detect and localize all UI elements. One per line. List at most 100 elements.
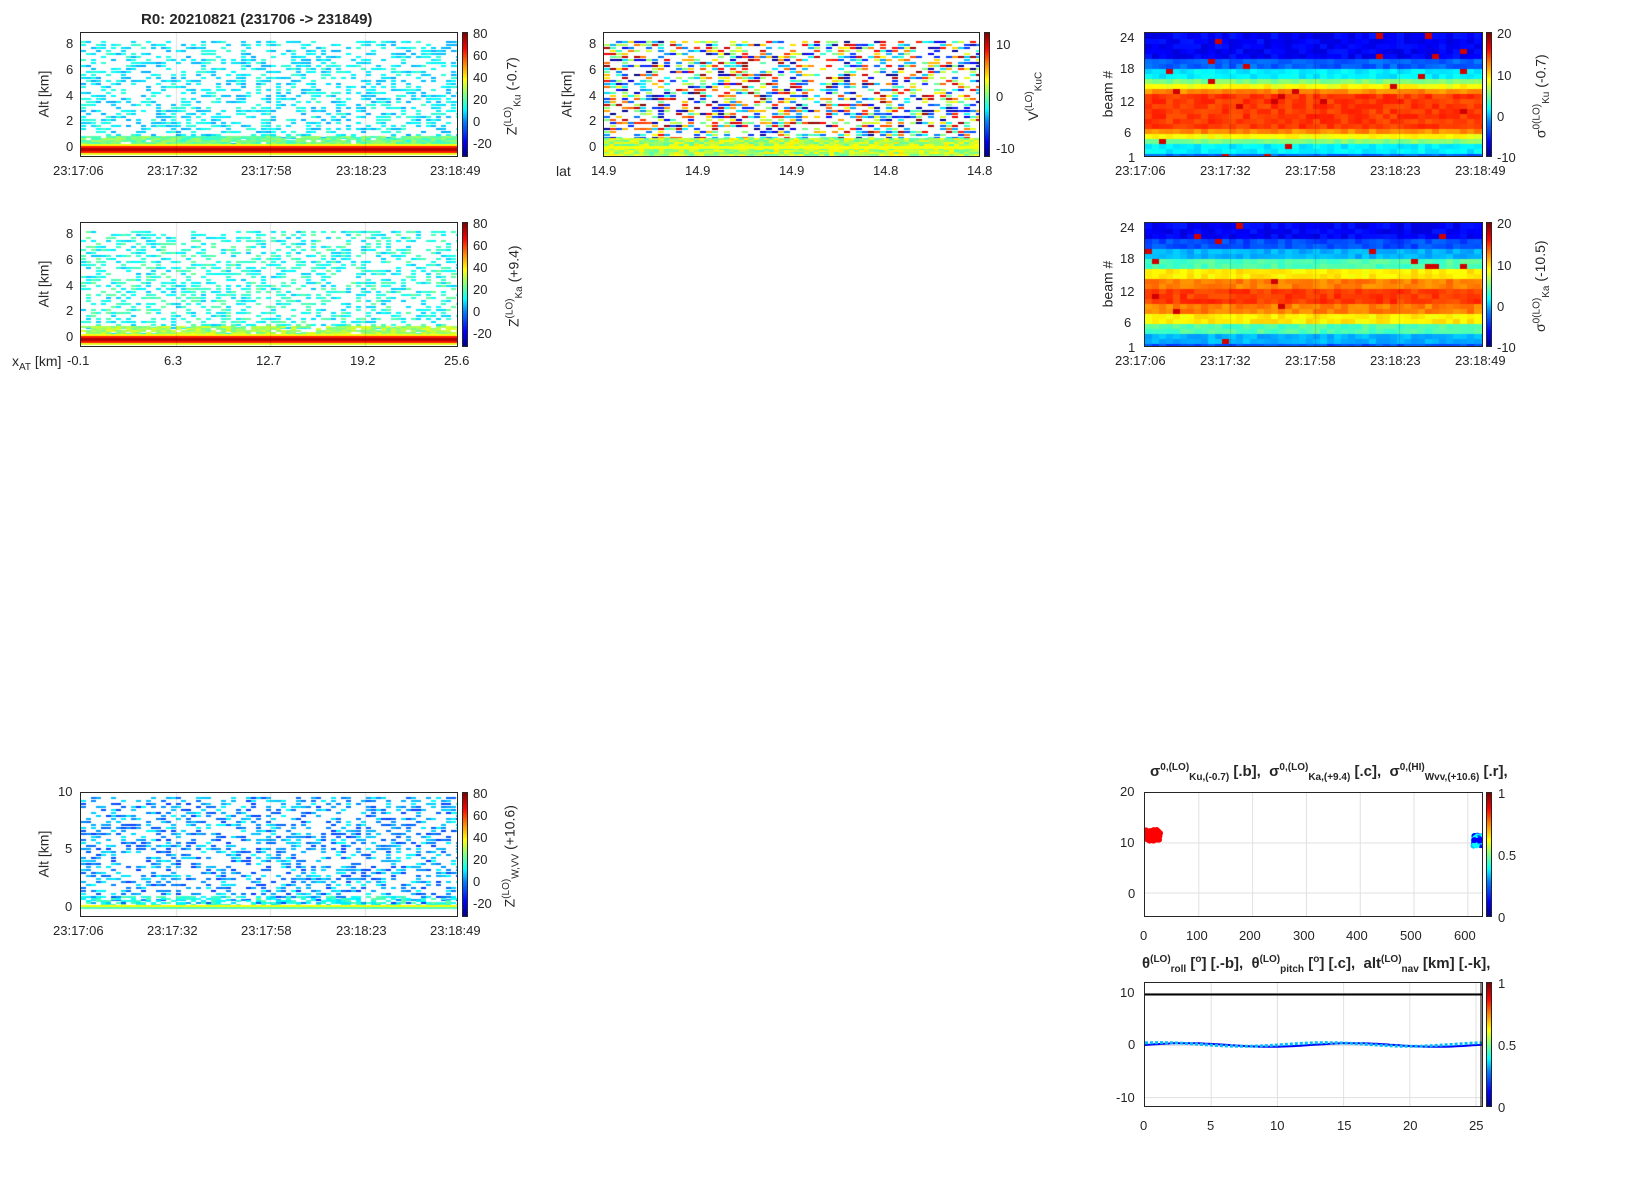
sigka-ytick: 18 <box>1120 251 1135 266</box>
sigka-cbtick: 0 <box>1497 299 1505 314</box>
vkuc-cbtick: -10 <box>996 141 1015 156</box>
pitch-line <box>1145 1041 1482 1048</box>
zku-ytick: 6 <box>66 62 74 77</box>
zku-xtick: 23:17:32 <box>147 163 198 178</box>
zw-heatmap <box>81 793 457 916</box>
zku-colorbar <box>462 32 468 157</box>
vkuc-ytick: 8 <box>589 36 597 51</box>
vkuc-xtick: 14.8 <box>873 163 899 178</box>
attitude-ytick: 0 <box>1128 1037 1136 1052</box>
attitude-cbtick: 0.5 <box>1498 1038 1517 1053</box>
sigscatter-xtick: 300 <box>1293 928 1315 943</box>
zw-ytick: 5 <box>65 841 73 856</box>
zku-cbtick: -20 <box>473 136 492 151</box>
zka-cbtick: 20 <box>473 282 488 297</box>
attitude-cbtick: 1 <box>1498 976 1506 991</box>
zku-plot-area <box>80 32 458 157</box>
attitude-svg <box>1145 983 1482 1106</box>
zw-ylabel: Alt [km] <box>35 830 52 878</box>
zw-plot-area <box>80 792 458 917</box>
vkuc-ylabel: Alt [km] <box>558 70 575 118</box>
zka-ylabel: Alt [km] <box>35 260 52 308</box>
zw-cbtick: 80 <box>473 786 488 801</box>
sigka-ytick: 12 <box>1120 284 1135 299</box>
wvv-point <box>1148 830 1155 837</box>
vkuc-xtick: 14.9 <box>591 163 617 178</box>
vkuc-ytick: 0 <box>589 139 597 154</box>
zka-cbtick: 0 <box>473 304 481 319</box>
zku-cbtick: 40 <box>473 70 488 85</box>
sigscatter-colorbar <box>1486 792 1492 917</box>
sigku-colorbar <box>1486 32 1492 157</box>
sigka-xtick: 23:18:23 <box>1370 353 1421 368</box>
zw-cbtick: 40 <box>473 830 488 845</box>
sigka-ylabel: beam # <box>1099 260 1116 308</box>
zw-cbtick: 20 <box>473 852 488 867</box>
zka-cbtick: 40 <box>473 260 488 275</box>
vkuc-colorbar <box>984 32 990 157</box>
vkuc-cbtick: 10 <box>996 37 1011 52</box>
wvv-point <box>1154 835 1161 842</box>
wvv-point <box>1145 828 1150 835</box>
sigscatter-cbtick: 0 <box>1498 910 1506 925</box>
attitude-colorbar <box>1486 982 1492 1107</box>
zw-xtick: 23:17:58 <box>241 923 292 938</box>
sigku-xtick: 23:17:32 <box>1200 163 1251 178</box>
zw-cbtick: -20 <box>473 896 492 911</box>
zku-cbtick: 20 <box>473 92 488 107</box>
sigscatter-xtick: 100 <box>1186 928 1208 943</box>
sigscatter-xtick: 600 <box>1454 928 1476 943</box>
zw-cbtick: 0 <box>473 874 481 889</box>
vkuc-cbtick: 0 <box>996 89 1004 104</box>
attitude-cbtick: 0 <box>1498 1100 1506 1115</box>
sigscatter-xtick: 500 <box>1400 928 1422 943</box>
vkuc-plot-area <box>603 32 980 157</box>
vkuc-xtick: 14.9 <box>685 163 711 178</box>
sigka-xtick: 23:17:32 <box>1200 353 1251 368</box>
zw-cbtick: 60 <box>473 808 488 823</box>
sigscatter-cbtick: 1 <box>1498 786 1506 801</box>
sigscatter-xtick: 0 <box>1140 928 1148 943</box>
sigka-cbtick: 20 <box>1497 216 1512 231</box>
sigka-ytick: 1 <box>1128 340 1136 355</box>
sigka-ytick: 24 <box>1120 220 1135 235</box>
zw-ytick: 0 <box>65 899 73 914</box>
sigku-xtick: 23:18:23 <box>1370 163 1421 178</box>
zku-ytick: 0 <box>66 139 74 154</box>
sigku-plot-area <box>1144 32 1483 157</box>
zka-heatmap <box>81 223 457 346</box>
sigscatter-plot-area <box>1144 792 1483 917</box>
attitude-title: θ(LO)roll [o] [.-b], θ(LO)pitch [o] [.c]… <box>1142 954 1491 975</box>
sigscatter-xtick: 200 <box>1239 928 1261 943</box>
sigka-cblabel: σ0(LO)Ka (-10.5) <box>1531 240 1553 333</box>
sigka-plot-area <box>1144 222 1483 347</box>
zka-ytick: 4 <box>66 278 74 293</box>
zku-xtick: 23:18:23 <box>336 163 387 178</box>
attitude-xtick: 0 <box>1140 1118 1148 1133</box>
sigku-ylabel: beam # <box>1099 70 1116 118</box>
sigku-xtick: 23:17:06 <box>1115 163 1166 178</box>
vkuc-ytick: 6 <box>589 62 597 77</box>
sigku-ytick: 24 <box>1120 30 1135 45</box>
attitude-xtick: 15 <box>1337 1118 1352 1133</box>
zw-xtick: 23:17:06 <box>53 923 104 938</box>
zw-xtick: 23:18:23 <box>336 923 387 938</box>
zka-ytick: 0 <box>66 329 74 344</box>
sigscatter-xtick: 400 <box>1346 928 1368 943</box>
sigku-ytick: 1 <box>1128 150 1136 165</box>
sigku-cbtick: -10 <box>1497 150 1516 165</box>
vkuc-xtick: 14.8 <box>967 163 993 178</box>
zka-ytick: 6 <box>66 252 74 267</box>
sigku-cblabel: σ0(LO)Ku (-0.7) <box>1531 54 1553 139</box>
zku-cbtick: 0 <box>473 114 481 129</box>
attitude-plot-area <box>1144 982 1483 1107</box>
sigscatter-ytick: 0 <box>1128 886 1136 901</box>
zka-cbtick: 60 <box>473 238 488 253</box>
attitude-xtick: 5 <box>1207 1118 1215 1133</box>
vkuc-xtick: 14.9 <box>779 163 805 178</box>
zku-xtick: 23:17:06 <box>53 163 104 178</box>
zku-ytick: 8 <box>66 36 74 51</box>
zka-cbtick: 80 <box>473 216 488 231</box>
zka-plot-area <box>80 222 458 347</box>
zka-xtick: -0.1 <box>67 353 90 368</box>
